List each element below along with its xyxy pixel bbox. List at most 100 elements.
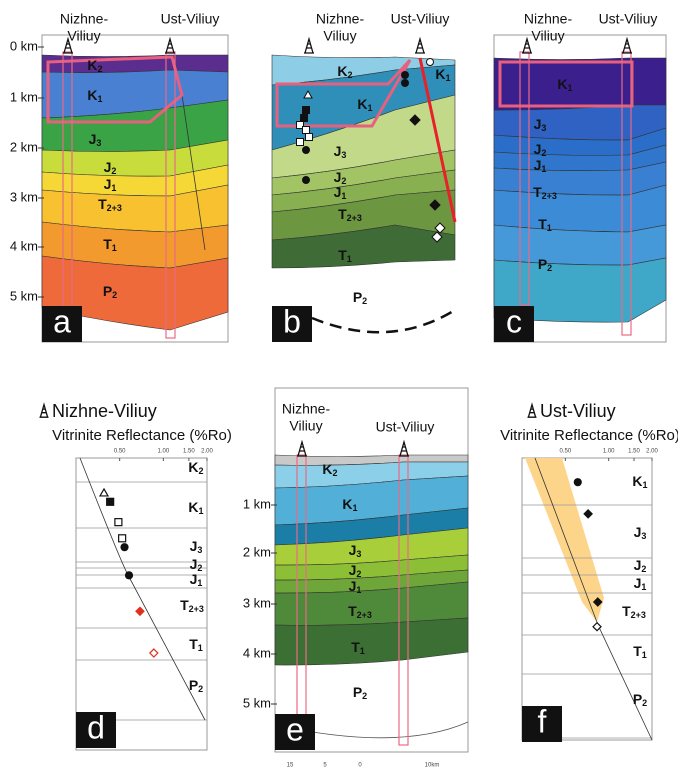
layer-name: P: [633, 691, 642, 707]
layer-subscript: 1: [541, 164, 546, 174]
layer-name: J: [190, 571, 198, 587]
well-name: Viliuy: [289, 418, 322, 434]
layer-subscript: 2: [111, 166, 116, 176]
panel-letter: e: [286, 711, 304, 747]
x-tick-label: 2.00: [646, 449, 658, 455]
marker: [427, 59, 434, 66]
x-tick-label: 0.50: [114, 449, 126, 455]
well-name: Viliuy: [67, 28, 100, 44]
layer-subscript: 1: [347, 254, 352, 264]
layer-subscript: 1: [199, 506, 204, 516]
layer-name: P: [353, 289, 362, 305]
layer-subscript: 3: [197, 545, 202, 555]
data-point: [121, 544, 128, 551]
layer-subscript: 2: [112, 290, 117, 300]
layer-subscript: 2: [199, 466, 204, 476]
layer-subscript: 1: [197, 578, 202, 588]
layer-subscript: 1: [368, 103, 373, 113]
layer-subscript: 2: [547, 263, 552, 273]
layer-subscript: 2: [541, 148, 546, 158]
well-name: Nizhne-: [524, 11, 573, 27]
panel-letter: f: [538, 703, 547, 739]
layer-subscript: 1: [111, 183, 116, 193]
layer-subscript: 1: [446, 73, 451, 83]
layer-name: K: [188, 499, 198, 515]
layer-name: J: [534, 141, 542, 157]
layer-name: J: [349, 562, 357, 578]
layer-subscript: 1: [353, 503, 358, 513]
marker: [303, 107, 310, 114]
chart-title: Nizhne-Viliuy: [52, 401, 157, 421]
x-tick-label: 1.50: [628, 449, 640, 455]
layer-subscript: 2: [333, 468, 338, 478]
layer-subscript: 2: [348, 70, 353, 80]
layer-subscript: 1: [568, 83, 573, 93]
layer-name: J: [190, 556, 198, 572]
layer-subscript: 2: [642, 698, 647, 708]
x-tick-label: 1.00: [157, 449, 169, 455]
depth-label: 2 km: [243, 544, 271, 559]
layer-name: J: [190, 538, 198, 554]
data-point: [574, 479, 581, 486]
layer-subscript: 2+3: [631, 610, 646, 620]
well-name: Ust-Viliuy: [376, 419, 435, 435]
layer-name: J: [534, 157, 542, 173]
scale-label: 15: [287, 763, 294, 769]
scale-label: 10km: [425, 763, 440, 769]
well-name: Ust-Viliuy: [599, 11, 658, 27]
panel-letter: b: [283, 303, 301, 339]
depth-label: 5 km: [10, 288, 38, 303]
depth-label: 2 km: [10, 139, 38, 154]
layer-name: K: [632, 473, 642, 489]
layer-subscript: 2: [362, 296, 367, 306]
layer-subscript: 3: [356, 549, 361, 559]
layer-subscript: 2: [356, 569, 361, 579]
scale-label: 0: [358, 763, 362, 769]
layer-name: P: [103, 283, 112, 299]
layer-subscript: 2+3: [542, 191, 557, 201]
layer-name: K: [357, 96, 367, 112]
depth-label: 0 km: [10, 38, 38, 53]
marker: [303, 177, 310, 184]
layer-subscript: 2+3: [107, 203, 122, 213]
x-tick-label: 2.00: [201, 449, 213, 455]
well-name: Ust-Viliuy: [161, 11, 220, 27]
layer-subscript: 1: [547, 223, 552, 233]
depth-label: 1 km: [243, 496, 271, 511]
depth-label: 3 km: [243, 595, 271, 610]
well-name: Ust-Viliuy: [391, 11, 450, 27]
layer-name: J: [104, 176, 112, 192]
layer-subscript: 1: [112, 243, 117, 253]
layer-name: J: [89, 131, 97, 147]
data-point: [119, 535, 126, 542]
layer-name: J: [634, 557, 642, 573]
layer-subscript: 1: [642, 650, 647, 660]
depth-label: 5 km: [243, 695, 271, 710]
layer-subscript: 1: [98, 94, 103, 104]
well-name: Viliuy: [323, 28, 356, 44]
layer-name: J: [634, 524, 642, 540]
marker: [301, 115, 308, 122]
layer-subscript: 1: [341, 191, 346, 201]
layer-name: J: [334, 143, 342, 159]
layer-name: P: [353, 684, 362, 700]
layer-name: K: [188, 459, 198, 475]
depth-label: 4 km: [10, 238, 38, 253]
layer-subscript: 1: [641, 582, 646, 592]
marker: [402, 72, 409, 79]
panel-letter: d: [87, 709, 105, 745]
marker: [303, 127, 310, 134]
layer-subscript: 2: [98, 64, 103, 74]
layer-subscript: 3: [341, 150, 346, 160]
depth-label: 4 km: [243, 645, 271, 660]
well-name: Nizhne-: [316, 11, 365, 27]
layer-name: J: [349, 578, 357, 594]
x-tick-label: 0.50: [559, 449, 571, 455]
figure: Nizhne-ViliuyUst-Viliuy0 km1 km2 km3 km4…: [0, 0, 678, 769]
layer-name: K: [435, 66, 445, 82]
well-name: Viliuy: [531, 28, 564, 44]
panel-letter: c: [506, 303, 522, 339]
layer-subscript: 2: [341, 176, 346, 186]
layer-name: K: [342, 496, 352, 512]
depth-label: 3 km: [10, 189, 38, 204]
